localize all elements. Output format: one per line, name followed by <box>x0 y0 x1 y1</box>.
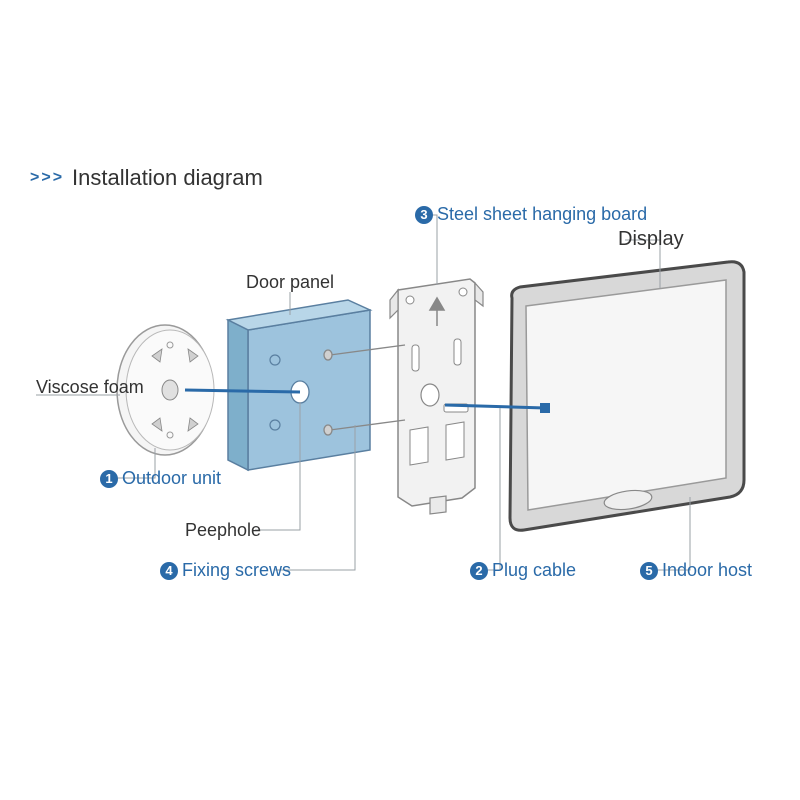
label-plug-cable: 2 Plug cable <box>470 560 576 581</box>
num-3: 3 <box>415 206 433 224</box>
label-outdoor-unit: 1 Outdoor unit <box>100 468 221 489</box>
label-viscose-foam: Viscose foam <box>36 377 144 398</box>
num-2: 2 <box>470 562 488 580</box>
label-steel-sheet: 3 Steel sheet hanging board <box>415 204 647 225</box>
label-display: Display <box>618 228 684 251</box>
steel-sheet-shape <box>390 279 483 514</box>
label-fixing-screws: 4 Fixing screws <box>160 560 291 581</box>
num-4: 4 <box>160 562 178 580</box>
label-peephole: Peephole <box>185 520 261 541</box>
num-1: 1 <box>100 470 118 488</box>
num-5: 5 <box>640 562 658 580</box>
door-panel-shape <box>228 300 370 470</box>
label-indoor-host: 5 Indoor host <box>640 560 752 581</box>
label-door-panel: Door panel <box>246 272 334 293</box>
installation-diagram <box>0 0 800 800</box>
indoor-host-shape <box>510 262 744 531</box>
